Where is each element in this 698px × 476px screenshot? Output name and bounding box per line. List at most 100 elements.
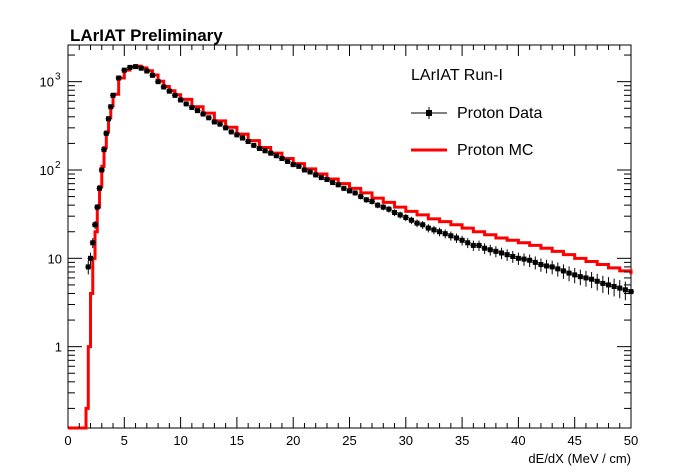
x-tick-label: 30 [399, 433, 413, 448]
legend: LArIAT Run-I Proton Data Proton MC [411, 67, 542, 159]
legend-data-marker [426, 110, 432, 116]
data-point [392, 210, 398, 216]
data-point [206, 115, 212, 121]
data-point [403, 214, 409, 220]
data-point [285, 158, 291, 164]
data-point [527, 257, 533, 263]
data-point [487, 247, 493, 253]
data-point [127, 64, 133, 70]
data-point [189, 104, 195, 110]
mc-series [68, 64, 633, 430]
data-point [465, 240, 471, 246]
x-tick-label: 25 [342, 433, 356, 448]
plot-frame [67, 44, 632, 429]
data-point [420, 222, 426, 228]
data-point [408, 217, 414, 223]
data-point [397, 212, 403, 218]
data-point [97, 185, 103, 191]
data-point [223, 125, 229, 131]
data-point [245, 139, 251, 145]
data-point [172, 92, 178, 98]
data-point [262, 148, 268, 154]
x-axis-label: dE/dX (MeV / cm) [528, 451, 631, 466]
data-point [572, 272, 578, 278]
data-point [106, 116, 112, 122]
data-point [583, 275, 589, 281]
data-point [335, 182, 341, 188]
y-tick-exponent: 2 [55, 160, 61, 171]
data-point [110, 92, 116, 98]
legend-data-label: Proton Data [457, 105, 542, 122]
data-point [85, 264, 91, 270]
data-point [178, 97, 184, 103]
data-point [611, 283, 617, 289]
chart-title: LArIAT Preliminary [70, 26, 223, 45]
data-point [544, 263, 550, 269]
data-point [256, 146, 262, 152]
data-point [470, 242, 476, 248]
data-point [234, 132, 240, 138]
data-point [358, 194, 364, 200]
x-tick-label: 40 [511, 433, 525, 448]
data-point [301, 167, 307, 173]
data-point [549, 264, 555, 270]
data-point [369, 198, 375, 204]
data-point [144, 68, 150, 74]
data-point [414, 220, 420, 226]
data-point [453, 235, 459, 241]
data-point [347, 188, 352, 194]
legend-mc-label: Proton MC [457, 142, 533, 159]
y-tick-exponent: 3 [55, 72, 61, 83]
data-point [628, 289, 634, 295]
data-point [341, 185, 347, 191]
data-point [352, 190, 358, 196]
data-point [92, 222, 98, 228]
data-point [103, 130, 109, 136]
data-point [268, 150, 274, 156]
data-point [532, 259, 538, 265]
data-point [200, 111, 206, 117]
data-point [324, 177, 330, 183]
data-point [594, 278, 600, 284]
data-point [375, 202, 381, 208]
data-point [330, 180, 336, 186]
x-tick-label: 5 [121, 433, 128, 448]
data-point [504, 252, 510, 258]
data-point [499, 250, 505, 256]
data-point [589, 276, 595, 282]
data-point [442, 231, 448, 237]
x-tick-label: 10 [173, 433, 187, 448]
data-point [622, 287, 628, 293]
x-tick-label: 50 [624, 433, 638, 448]
data-point [510, 253, 516, 259]
data-point [307, 169, 313, 175]
data-point [515, 255, 521, 261]
data-point [431, 227, 437, 233]
data-point [101, 147, 107, 153]
data-point [121, 67, 127, 73]
data-point [538, 262, 544, 268]
data-point [459, 237, 465, 243]
data-point [313, 172, 319, 178]
data-point [437, 229, 443, 235]
y-tick-label: 10 [40, 163, 54, 178]
data-point [476, 242, 482, 248]
data-point [380, 204, 386, 210]
data-point [161, 84, 167, 90]
data-point [521, 256, 527, 262]
x-tick-label: 45 [567, 433, 581, 448]
data-point [386, 206, 392, 212]
data-point [183, 101, 189, 107]
axes [67, 44, 632, 429]
data-point [296, 163, 302, 169]
data-point [240, 135, 246, 141]
data-point [493, 248, 499, 254]
y-tick-label: 10 [40, 75, 54, 90]
data-series [85, 64, 634, 303]
data-point [228, 129, 234, 135]
data-point [425, 225, 431, 231]
data-point [273, 153, 279, 159]
data-point [577, 274, 583, 280]
x-tick-label: 35 [455, 433, 469, 448]
